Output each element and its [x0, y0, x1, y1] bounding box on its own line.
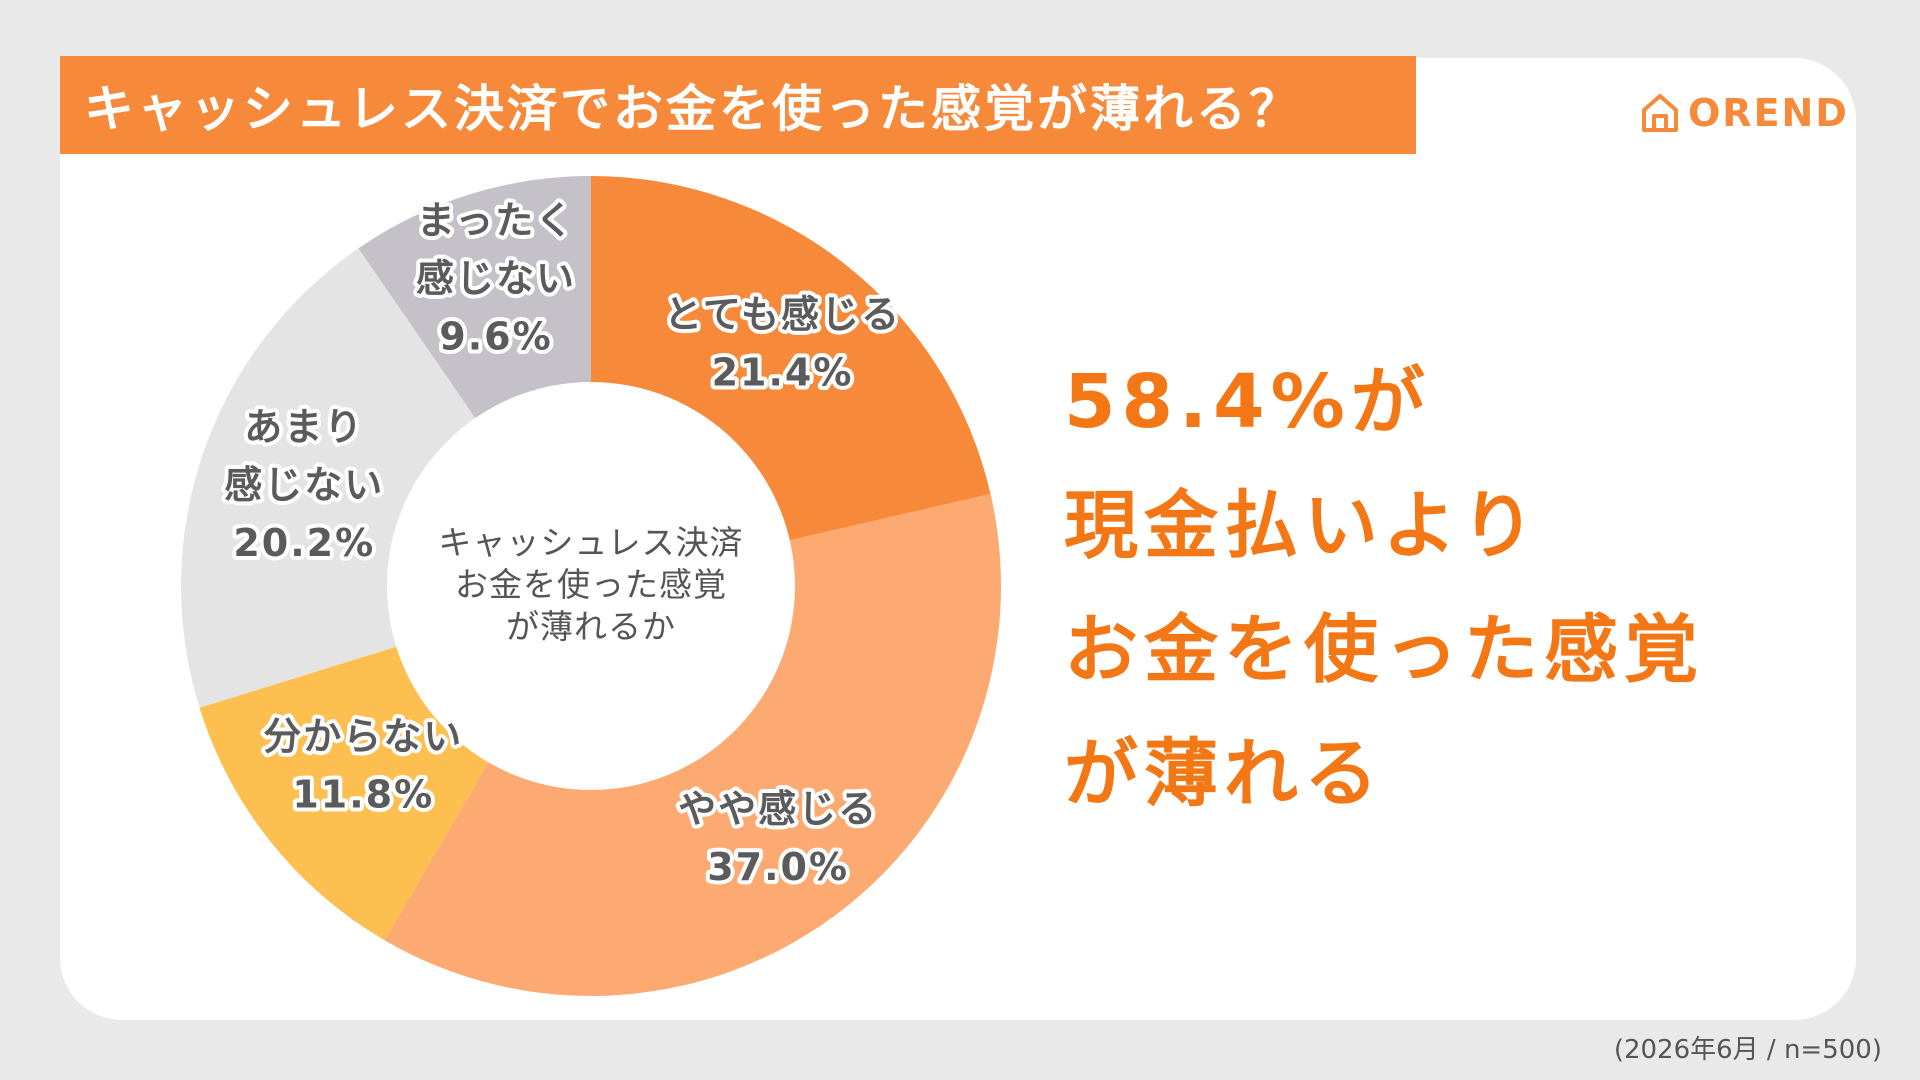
logo-text: OREND: [1688, 91, 1849, 135]
center-label-line: キャッシュレス決済: [438, 523, 743, 562]
footnote: (2026年6月 / n=500): [1613, 1035, 1882, 1065]
slice-value-label: 37.0%: [707, 845, 849, 889]
donut-hole: [387, 382, 795, 790]
title-banner: キャッシュレス決済でお金を使った感覚が薄れる？: [60, 56, 1416, 154]
house-logo-icon: [1642, 94, 1678, 132]
slice-label-2: やや感じる 37.0%: [678, 787, 878, 889]
slice-label-1: とても感じる 21.4%: [664, 292, 901, 394]
slice-category-label: 分からない: [263, 714, 463, 758]
donut-center-label: キャッシュレス決済お金を使った感覚が薄れるか: [438, 523, 743, 646]
slice-value-label: 20.2%: [233, 520, 375, 564]
slice-value-label: 21.4%: [712, 350, 854, 394]
slice-value-label: 9.6%: [439, 314, 552, 358]
slice-label-5: まったく感じない 9.6%: [416, 198, 576, 358]
headline-line-4: が薄れる: [1064, 731, 1384, 817]
slice-label-4: あまり感じない 20.2%: [224, 404, 384, 564]
slice-category-label: あまり: [244, 404, 364, 448]
headline: 58.4%が 現金払いより お金を使った感覚 が薄れる: [1064, 340, 1704, 836]
headline-line-3: お金を使った感覚: [1064, 607, 1704, 693]
slice-label-3: 分からない 11.8%: [263, 714, 463, 816]
headline-line-1: 58.4%が: [1064, 359, 1431, 445]
slice-value-label: 11.8%: [292, 772, 434, 816]
center-label-line: お金を使った感覚: [455, 565, 727, 604]
slice-category-label: やや感じる: [678, 787, 878, 831]
slice-category-label: 感じない: [416, 256, 576, 300]
center-label-line: が薄れるか: [506, 607, 676, 646]
orend-logo: OREND: [1638, 90, 1849, 136]
slice-category-label: とても感じる: [664, 292, 901, 336]
page-title: キャッシュレス決済でお金を使った感覚が薄れる？: [84, 80, 1302, 138]
slice-category-label: まったく: [417, 198, 575, 242]
headline-line-2: 現金払いより: [1064, 483, 1542, 569]
slice-category-label: 感じない: [224, 462, 384, 506]
